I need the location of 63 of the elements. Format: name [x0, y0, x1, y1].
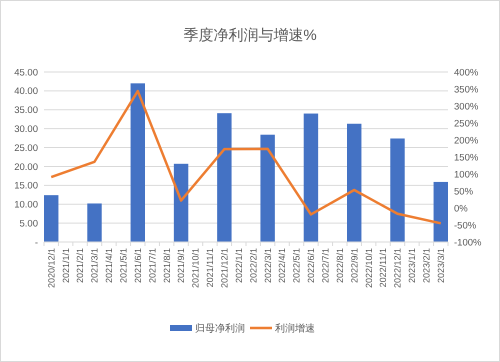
x-tick-label: 2022/5/1	[292, 248, 302, 284]
y2-tick-label: 100%	[454, 169, 479, 180]
x-tick-label: 2022/8/1	[334, 248, 345, 284]
x-tick-label: 2021/6/1	[132, 248, 143, 284]
bar	[174, 164, 188, 242]
y-tick-label: 10.00	[14, 200, 38, 211]
x-tick-label: 2021/11/1	[205, 248, 216, 288]
y-tick-label: 35.00	[14, 105, 38, 116]
x-tick-label: 2021/1/1	[60, 248, 71, 284]
x-tick-label: 2021/10/1	[190, 248, 201, 288]
x-tick-label: 2021/3/1	[90, 248, 100, 284]
x-tick-label: 2022/1/1	[234, 248, 244, 284]
x-tick-label: 2022/11/1	[378, 248, 388, 288]
x-tick-label: 2022/9/1	[349, 248, 360, 284]
y2-tick-label: 250%	[454, 118, 479, 130]
legend-label: 利润增速	[275, 322, 315, 334]
legend-label: 归母净利润	[195, 322, 245, 334]
x-tick-label: 2021/8/1	[162, 248, 172, 284]
x-tick-label: 2022/4/1	[277, 248, 288, 284]
y-tick-label: 15.00	[14, 180, 38, 192]
chart-title: 季度净利润与增速%	[183, 27, 317, 44]
bar	[260, 134, 275, 242]
bar	[217, 113, 232, 242]
x-tick-label: 2022/2/1	[248, 248, 258, 284]
y-tick-label: 5.00	[20, 218, 38, 230]
y2-tick-label: 400%	[454, 67, 479, 78]
x-tick-label: 2020/12/1	[46, 248, 56, 288]
line-series	[50, 90, 442, 225]
y2-tick-label: 150%	[454, 152, 479, 164]
y-tick-label: 45.00	[14, 67, 38, 78]
x-tick-label: 2023/2/1	[422, 248, 432, 284]
bar	[347, 124, 362, 242]
y2-tick-label: 200%	[454, 135, 479, 146]
x-tick-label: 2021/9/1	[176, 248, 186, 284]
x-tick-label: 2023/1/1	[407, 248, 418, 284]
y-tick-label: 40.00	[14, 86, 38, 98]
x-tick-label: 2021/5/1	[118, 248, 129, 284]
x-tick-label: 2022/12/1	[392, 248, 403, 288]
bar	[87, 203, 102, 242]
x-tick-label: 2022/10/1	[364, 248, 374, 288]
y2-tick-label: -100%	[454, 237, 482, 248]
y2-tick-label: 350%	[454, 84, 479, 96]
y-tick-label: 20.00	[14, 162, 38, 173]
x-tick-label: 2022/7/1	[320, 248, 331, 284]
bar	[304, 114, 318, 242]
x-tick-label: 2021/7/1	[147, 248, 158, 284]
x-tick-label: 2022/6/1	[306, 248, 316, 284]
bar	[434, 182, 448, 242]
y-tick-label: 25.00	[14, 142, 38, 154]
y2-tick-label: 300%	[454, 101, 479, 112]
bar	[390, 138, 405, 242]
y-tick-label: 30.00	[14, 124, 38, 135]
y2-tick-label: -50%	[454, 220, 477, 232]
x-tick-label: 2022/3/1	[262, 248, 273, 284]
x-tick-label: 2021/4/1	[104, 248, 114, 284]
x-tick-label: 2021/12/1	[220, 248, 230, 288]
x-tick-label: 2023/3/1	[436, 248, 446, 284]
y-tick-label: -	[34, 237, 38, 248]
bar	[44, 195, 58, 242]
bar	[130, 83, 145, 242]
x-tick-label: 2021/2/1	[75, 248, 86, 284]
y2-tick-label: 50%	[454, 186, 474, 198]
y2-tick-label: 0%	[454, 203, 468, 214]
